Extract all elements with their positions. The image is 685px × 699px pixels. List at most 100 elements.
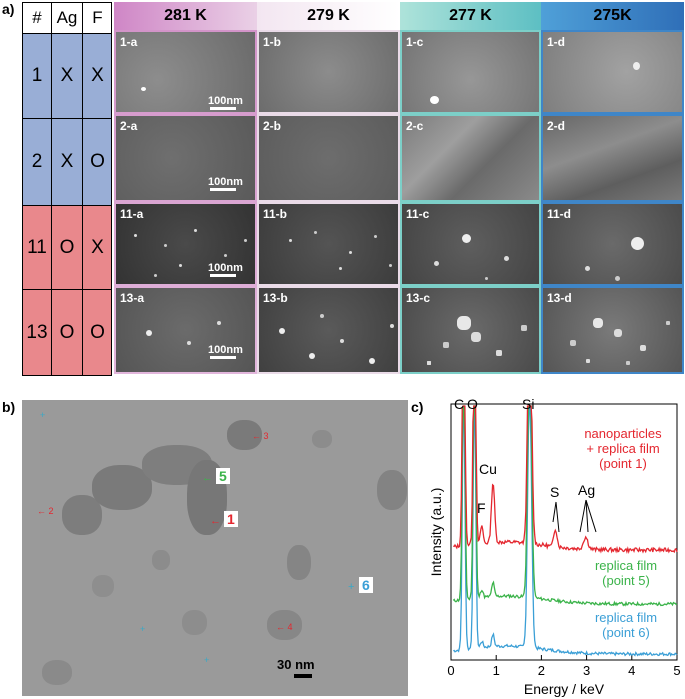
x-tick-label: 3 <box>583 663 590 678</box>
marker-6-arrow: + <box>348 581 355 593</box>
particle <box>633 62 640 70</box>
temp-277: 277 K <box>400 2 541 30</box>
x-axis-label: Energy / keV <box>524 681 605 697</box>
marker-label: 4 <box>287 622 293 632</box>
header-number: # <box>23 3 52 33</box>
image-label: 2-a <box>120 119 138 133</box>
peak-s-pointer <box>552 501 557 523</box>
particle-blob <box>152 550 170 570</box>
particle-blob <box>377 470 407 510</box>
particle-blob <box>92 465 152 510</box>
sample-table: # Ag F 1 X X 2 X O 11 O X 13 O O <box>22 2 112 376</box>
scale-bar-label: 100nm <box>208 344 243 356</box>
table-row: 1 X X <box>23 34 111 119</box>
sem-image: 2-c <box>402 116 539 200</box>
sem-image: 13-c <box>402 288 539 372</box>
spectrum-green <box>452 405 678 607</box>
particle-blob <box>267 610 302 640</box>
marker-label: 3 <box>263 431 269 441</box>
sem-image: 2-d <box>543 116 682 200</box>
peak-s-pointer <box>555 501 560 533</box>
legend-red-2: + replica film <box>586 441 659 456</box>
marker-8: + <box>140 624 146 634</box>
particle <box>289 239 292 242</box>
row-f: O <box>90 321 105 343</box>
row-ag: X <box>52 34 83 118</box>
sem-image: 2-b <box>259 116 398 200</box>
row-number: 1 <box>23 34 52 118</box>
particle-blob <box>42 660 72 685</box>
scale-bar-label: 100nm <box>208 262 243 274</box>
panel-a-label: a) <box>2 1 15 17</box>
temp-279: 279 K <box>257 2 400 30</box>
sem-image: 1-b <box>259 32 398 112</box>
tem-scalebar-line <box>294 674 312 678</box>
particle-blob <box>182 610 207 635</box>
peak-ag-pointer <box>579 499 587 533</box>
image-label: 1-a <box>120 35 138 49</box>
marker-9: + <box>204 655 210 665</box>
image-label: 2-d <box>547 119 565 133</box>
particle <box>457 316 471 330</box>
sem-image: 13-b <box>259 288 398 372</box>
scale-bar-line <box>210 356 236 359</box>
row-number: 13 <box>23 290 52 375</box>
row-f: X <box>91 65 104 86</box>
tem-scalebar-label: 30 nm <box>277 657 315 672</box>
particle-blob <box>62 495 102 535</box>
legend-green-1: replica film <box>595 558 657 573</box>
peak-ag-pointer <box>585 499 589 533</box>
image-label: 1-d <box>547 35 565 49</box>
x-tick-label: 1 <box>493 663 500 678</box>
particle-blob <box>92 575 114 597</box>
marker-1-arrow: ← <box>210 515 221 527</box>
particle-blob <box>227 420 262 450</box>
particle <box>141 87 146 91</box>
plot-frame <box>450 403 678 661</box>
legend-blue-2: (point 6) <box>602 625 650 640</box>
sem-image: 11-a 100nm <box>116 204 255 284</box>
point-6-label: 6 <box>359 577 373 593</box>
x-tick-label: 4 <box>628 663 635 678</box>
x-tick-label: 2 <box>538 663 545 678</box>
row-number: 2 <box>23 119 52 205</box>
particle <box>430 96 439 104</box>
point-1-label: 1 <box>224 511 238 527</box>
scale-bar-label: 100nm <box>208 95 243 107</box>
image-label: 13-d <box>547 291 572 305</box>
image-label: 11-c <box>406 207 430 221</box>
sem-image: 2-a 100nm <box>116 116 255 200</box>
image-label: 1-b <box>263 35 281 49</box>
image-label: 2-c <box>406 119 424 133</box>
scale-bar-line <box>210 188 236 191</box>
legend-red-1: nanoparticles <box>584 426 662 441</box>
image-label: 1-c <box>406 35 424 49</box>
scale-bar: 100nm <box>208 176 243 192</box>
sem-image: 11-b <box>259 204 398 284</box>
marker-label: 2 <box>48 506 54 516</box>
panel-c-label: c) <box>411 399 424 415</box>
legend-green-2: (point 5) <box>602 573 650 588</box>
peak-f: F <box>477 500 486 516</box>
sem-image: 1-a 100nm <box>116 32 255 112</box>
sem-image-grid: 281 K 279 K 277 K 275K 1-a 100nm 1-b 1-c… <box>114 2 684 374</box>
panel-b-label: b) <box>2 399 16 415</box>
sem-image: 1-d <box>543 32 682 112</box>
particle <box>134 234 137 237</box>
row-ag: O <box>52 206 83 289</box>
image-label: 11-b <box>263 207 288 221</box>
peak-si: Si <box>522 396 534 412</box>
spectrum-blue <box>453 405 678 657</box>
image-label: 2-b <box>263 119 281 133</box>
particle-blob <box>287 545 311 580</box>
table-row: 13 O O <box>23 290 111 375</box>
particle <box>593 318 603 328</box>
marker-5-arrow: ← <box>202 472 213 484</box>
image-label: 13-a <box>120 291 145 305</box>
x-tick-label: 0 <box>447 663 454 678</box>
marker-2: ← 2 <box>37 506 54 516</box>
point-5-label: 5 <box>216 468 230 484</box>
scale-bar-line <box>210 107 236 110</box>
peak-c: C <box>454 396 464 412</box>
eds-spectrum-chart: 0 1 2 3 4 5 C O Si Cu F S Ag nanoparticles + … <box>428 396 681 697</box>
